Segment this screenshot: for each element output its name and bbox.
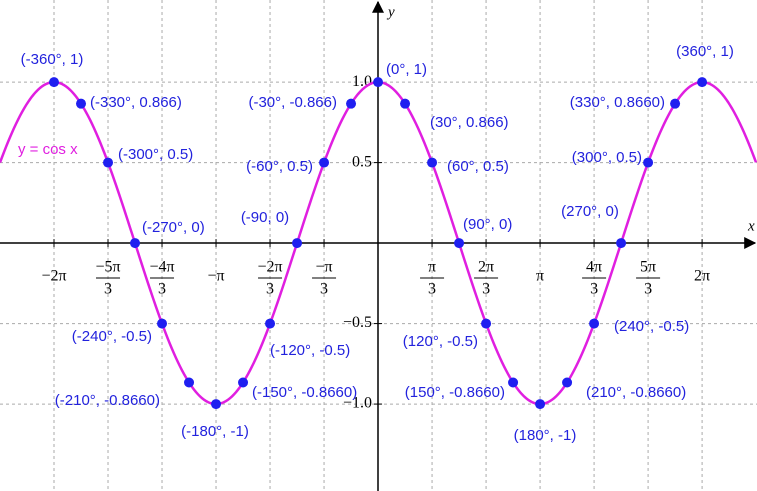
data-point <box>373 77 384 88</box>
x-tick-label: −2π <box>41 268 66 285</box>
x-tick-numerator: 5π <box>640 259 656 276</box>
x-tick-numerator: 4π <box>586 259 602 276</box>
point-label: (-60°, 0.5) <box>246 158 313 175</box>
y-axis-label: y <box>386 4 395 20</box>
y-tick-label: 0.5 <box>352 153 372 170</box>
point-label: (240°, -0.5) <box>614 318 689 335</box>
data-point <box>481 318 492 329</box>
point-label: (60°, 0.5) <box>447 158 509 175</box>
data-point <box>346 98 357 109</box>
point-label: (360°, 1) <box>676 43 734 60</box>
point-label: (-180°, -1) <box>181 423 249 440</box>
function-label: y = cos x <box>18 141 78 158</box>
point-label: (-330°, 0.866) <box>90 94 182 111</box>
point-label: (150°, -0.8660) <box>405 384 505 401</box>
x-tick-numerator: 2π <box>478 259 494 276</box>
data-point <box>670 98 681 109</box>
point-label: (0°, 1) <box>386 61 427 78</box>
data-point <box>319 157 330 168</box>
data-point <box>184 377 195 388</box>
point-label: (-120°, -0.5) <box>270 342 350 359</box>
point-label: (120°, -0.5) <box>403 333 478 350</box>
x-tick-denominator: 3 <box>158 281 166 298</box>
x-tick-numerator: −π <box>315 259 332 276</box>
plot: −2π −5π 3 −4π 3 −π −2π 3 −π 3 π 3 2π 3 π 4π 3 5π 3 2π −1.0 −0… <box>0 43 757 444</box>
data-point <box>427 157 438 168</box>
x-tick-label: −π <box>207 268 224 285</box>
x-tick-numerator: −2π <box>257 259 282 276</box>
point-label: (-90, 0) <box>241 209 289 226</box>
x-tick-label: π <box>536 268 544 285</box>
x-tick-denominator: 3 <box>428 281 436 298</box>
point-label: (210°, -0.8660) <box>586 384 686 401</box>
point-label: (270°, 0) <box>561 203 619 220</box>
data-point <box>454 238 465 249</box>
data-point <box>49 77 60 88</box>
x-tick-denominator: 3 <box>482 281 490 298</box>
data-point <box>238 377 249 388</box>
data-point <box>76 98 87 109</box>
data-point <box>562 377 573 388</box>
point-label: (-270°, 0) <box>142 219 205 236</box>
data-point <box>508 377 519 388</box>
point-label: (-30°, -0.866) <box>248 94 337 111</box>
data-point <box>589 318 600 329</box>
x-tick-denominator: 3 <box>104 281 112 298</box>
point-label: (300°, 0.5) <box>572 149 642 166</box>
data-point <box>130 238 141 249</box>
point-label: (90°, 0) <box>463 216 512 233</box>
x-tick-denominator: 3 <box>590 281 598 298</box>
x-tick-denominator: 3 <box>320 281 328 298</box>
data-point <box>265 318 276 329</box>
data-point <box>643 157 654 168</box>
x-tick-numerator: π <box>428 259 436 276</box>
y-tick-label: −0.5 <box>343 314 372 331</box>
x-tick-numerator: −5π <box>95 259 120 276</box>
point-label: (-300°, 0.5) <box>118 146 193 163</box>
point-label: (-210°, -0.8660) <box>55 392 160 409</box>
point-label: (-240°, -0.5) <box>72 328 152 345</box>
point-label: (180°, -1) <box>514 427 577 444</box>
point-label: (-150°, -0.8660) <box>252 384 357 401</box>
point-label: (330°, 0.8660) <box>570 94 665 111</box>
data-point <box>211 399 222 410</box>
data-point <box>157 318 168 329</box>
x-tick-denominator: 3 <box>266 281 274 298</box>
data-point <box>616 238 627 249</box>
point-label: (30°, 0.866) <box>430 114 509 131</box>
data-point <box>697 77 708 88</box>
data-point <box>535 399 546 410</box>
x-tick-label: 2π <box>694 268 710 285</box>
x-axis-label: x <box>747 218 755 234</box>
data-point <box>292 238 303 249</box>
x-tick-denominator: 3 <box>644 281 652 298</box>
y-tick-label: −1.0 <box>343 395 372 412</box>
y-tick-label: 1.0 <box>352 73 372 90</box>
x-tick-numerator: −4π <box>149 259 174 276</box>
data-point <box>103 157 114 168</box>
point-label: (-360°, 1) <box>21 51 84 68</box>
data-point <box>400 98 411 109</box>
